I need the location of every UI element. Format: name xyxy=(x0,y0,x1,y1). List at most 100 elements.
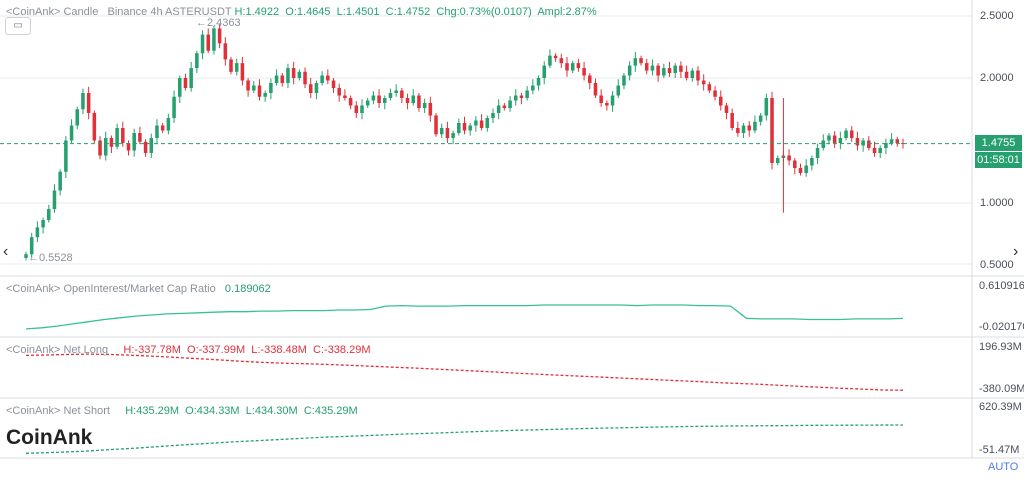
netshort-title: <CoinAnk> Net Short xyxy=(6,405,110,417)
candle-body xyxy=(884,143,888,148)
price-tick-label: 2.5000 xyxy=(980,10,1014,22)
candle-body xyxy=(291,68,296,78)
candle-body xyxy=(724,105,729,113)
candle-body xyxy=(775,158,780,163)
candle-body xyxy=(428,103,433,116)
candle-body xyxy=(861,140,865,146)
candle-body xyxy=(320,75,324,83)
candle-body xyxy=(679,65,683,72)
netlong-tick-label: 196.93M xyxy=(979,341,1022,353)
candle-body xyxy=(736,128,740,133)
candle-body xyxy=(599,95,603,103)
candle-body xyxy=(696,70,700,81)
candle-body xyxy=(457,123,461,133)
candle-low: L:1.4501 xyxy=(336,6,380,18)
candle-body xyxy=(770,98,774,163)
candle-body xyxy=(212,28,216,51)
candle-body xyxy=(468,125,472,131)
candle-body xyxy=(417,95,421,108)
current-price-badge: 1.4755 xyxy=(975,135,1022,151)
candle-body xyxy=(354,105,359,113)
candle-body xyxy=(639,58,643,64)
settings-button[interactable]: ▭ xyxy=(5,17,31,35)
candle-body xyxy=(172,96,176,118)
candle-body xyxy=(508,100,512,108)
net-short-line xyxy=(25,424,904,454)
candle-body xyxy=(252,85,256,91)
candle-body xyxy=(41,220,45,228)
candle-body xyxy=(895,139,900,143)
candle-body xyxy=(121,128,125,143)
candle-body xyxy=(377,95,381,103)
candle-header: <CoinAnk> Candle Binance 4h ASTERUSDT H:… xyxy=(6,6,597,19)
candle-body xyxy=(644,63,649,71)
candle-body xyxy=(662,68,666,76)
candle-body xyxy=(337,88,341,96)
candle-body xyxy=(804,165,808,173)
candle-body xyxy=(166,118,171,131)
candle-body xyxy=(559,58,564,64)
candle-body xyxy=(52,190,57,210)
oi-ratio-line xyxy=(25,304,904,330)
auto-scale-button[interactable]: AUTO xyxy=(988,461,1019,473)
candle-body xyxy=(58,171,62,191)
candle-body xyxy=(115,128,119,147)
candle-body xyxy=(217,28,222,44)
candle-body xyxy=(491,113,495,118)
netlong-low: L:-338.48M xyxy=(251,344,307,356)
candle-body xyxy=(673,65,677,74)
candle-body xyxy=(616,85,621,96)
candle-body xyxy=(314,83,319,93)
candle-body xyxy=(730,113,734,128)
candle-body xyxy=(223,43,228,60)
candle-body xyxy=(867,140,871,148)
candle-body xyxy=(684,71,689,78)
chevron-left-icon[interactable]: ‹ xyxy=(3,243,9,260)
candle-body xyxy=(707,84,712,91)
candle-body xyxy=(246,80,250,91)
candle-body xyxy=(200,34,205,54)
candle-body xyxy=(502,105,507,108)
candle-body xyxy=(610,95,615,106)
candle-body xyxy=(439,128,444,135)
chevron-right-icon[interactable]: › xyxy=(1013,243,1019,260)
candle-body xyxy=(103,138,108,156)
netlong-high: H:-337.78M xyxy=(123,344,181,356)
candle-body xyxy=(138,133,142,142)
candle-body xyxy=(149,138,154,153)
oi-tick-label: -0.020170 xyxy=(979,321,1024,333)
oi-header: <CoinAnk> OpenInterest/Market Cap Ratio … xyxy=(6,283,271,296)
candle-body xyxy=(451,133,455,138)
candle-body xyxy=(878,148,882,153)
netlong-title: <CoinAnk> Net Long xyxy=(6,344,109,356)
candle-body xyxy=(496,105,501,113)
candle-body xyxy=(75,109,80,126)
netshort-tick-label: 620.39M xyxy=(979,401,1022,413)
candle-body xyxy=(542,65,546,78)
candle-body xyxy=(565,63,569,71)
candle-body xyxy=(126,143,131,151)
candle-body xyxy=(445,128,450,138)
candle-body xyxy=(297,71,302,78)
netshort-tick-label: -51.47M xyxy=(979,444,1020,456)
candle-body xyxy=(605,103,609,106)
candle-body xyxy=(764,98,769,116)
netlong-header: <CoinAnk> Net Long H:-337.78M O:-337.99M… xyxy=(6,344,371,357)
candle-body xyxy=(622,75,626,86)
candle-body xyxy=(234,63,239,72)
candle-body xyxy=(160,125,165,131)
candle-body xyxy=(206,34,210,51)
candle-body xyxy=(69,125,74,141)
candle-body xyxy=(331,80,336,88)
candle-body xyxy=(570,63,575,71)
candle-body xyxy=(35,227,40,238)
candle-body xyxy=(257,85,262,97)
netlong-tick-label: -380.09M xyxy=(979,383,1024,395)
candle-body xyxy=(411,95,416,103)
candle-body xyxy=(274,75,279,83)
countdown-badge: 01:58:01 xyxy=(975,152,1022,168)
candle-body xyxy=(280,75,285,83)
price-tick-label: 2.0000 xyxy=(980,72,1014,84)
oi-value: 0.189062 xyxy=(224,283,271,295)
